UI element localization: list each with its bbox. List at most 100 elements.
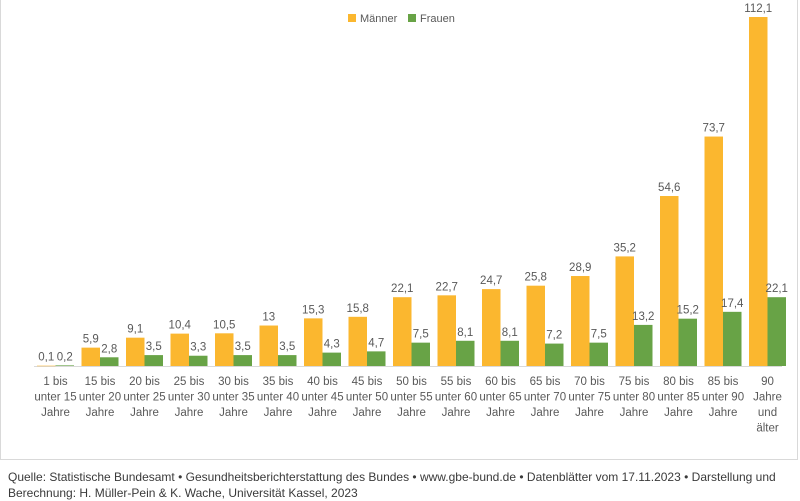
- data-label: 13: [262, 312, 275, 324]
- bar-frauen: [55, 365, 74, 366]
- x-tick-label: Jahre: [753, 392, 782, 404]
- x-tick-label: 75 bis: [619, 376, 650, 388]
- data-label: 5,9: [83, 334, 99, 346]
- bar-frauen: [678, 318, 697, 366]
- x-tick-label: 85 bis: [708, 376, 739, 388]
- data-label: 3,5: [235, 341, 251, 353]
- bar-frauen: [100, 357, 119, 366]
- x-tick-label: 45 bis: [352, 376, 383, 388]
- bar-männer: [170, 333, 189, 366]
- data-label: 3,5: [146, 341, 162, 353]
- x-tick-label: Jahre: [531, 407, 560, 419]
- x-tick-label: unter 15: [34, 392, 76, 404]
- x-tick-label: 80 bis: [663, 376, 694, 388]
- data-label: 4,3: [324, 339, 340, 351]
- bar-männer: [571, 276, 590, 366]
- chart-area: [0, 0, 798, 460]
- bar-männer: [660, 196, 679, 366]
- x-tick-label: älter: [756, 423, 779, 435]
- x-tick-label: 40 bis: [307, 376, 338, 388]
- x-tick-label: unter 40: [257, 392, 299, 404]
- data-label: 8,1: [457, 327, 473, 339]
- x-tick-label: 50 bis: [396, 376, 427, 388]
- data-label: 10,4: [169, 320, 192, 332]
- data-label: 15,3: [302, 304, 324, 316]
- x-tick-label: unter 30: [168, 392, 210, 404]
- legend-swatch-männer: [348, 14, 356, 22]
- data-label: 17,4: [721, 298, 744, 310]
- x-tick-label: 55 bis: [441, 376, 472, 388]
- data-label: 22,1: [391, 283, 413, 295]
- bar-männer: [126, 337, 145, 366]
- x-tick-label: 1 bis: [43, 376, 68, 388]
- data-label: 4,7: [368, 337, 384, 349]
- data-label: 2,8: [101, 343, 117, 355]
- bar-frauen: [411, 342, 430, 366]
- x-tick-label: Jahre: [486, 407, 515, 419]
- x-tick-label: unter 45: [301, 392, 343, 404]
- data-label: 35,2: [614, 242, 636, 254]
- x-tick-label: unter 55: [390, 392, 432, 404]
- x-tick-label: unter 60: [435, 392, 477, 404]
- bar-männer: [437, 295, 456, 366]
- bar-frauen: [189, 355, 208, 366]
- data-label: 13,2: [632, 311, 654, 323]
- bar-männer: [348, 316, 367, 366]
- bar-männer: [215, 333, 234, 366]
- x-tick-label: 35 bis: [263, 376, 294, 388]
- data-label: 54,6: [658, 182, 680, 194]
- bar-frauen: [367, 351, 386, 366]
- x-tick-label: unter 70: [524, 392, 566, 404]
- bar-frauen: [589, 342, 608, 366]
- data-label: 8,1: [502, 327, 518, 339]
- x-tick-label: 60 bis: [485, 376, 516, 388]
- legend-swatch-frauen: [408, 14, 416, 22]
- x-tick-label: Jahre: [664, 407, 693, 419]
- x-tick-label: unter 75: [568, 392, 610, 404]
- x-tick-label: 30 bis: [218, 376, 249, 388]
- x-tick-label: unter 90: [702, 392, 744, 404]
- bar-frauen: [144, 355, 163, 366]
- data-label: 7,5: [591, 329, 607, 341]
- bar-männer: [393, 297, 412, 366]
- bar-frauen: [456, 340, 475, 366]
- data-label: 3,5: [279, 341, 295, 353]
- x-tick-label: unter 80: [613, 392, 655, 404]
- source-footer: Quelle: Statistische Bundesamt • Gesundh…: [8, 470, 776, 500]
- x-tick-label: und: [758, 407, 777, 419]
- x-tick-label: Jahre: [575, 407, 604, 419]
- bar-männer: [304, 318, 323, 366]
- data-label: 15,2: [677, 305, 699, 317]
- x-tick-label: Jahre: [264, 407, 293, 419]
- bar-männer: [37, 365, 56, 367]
- x-tick-label: 90: [761, 376, 774, 388]
- x-tick-label: 25 bis: [174, 376, 205, 388]
- data-label: 24,7: [480, 275, 502, 287]
- x-tick-label: Jahre: [41, 407, 70, 419]
- legend-label-frauen: Frauen: [420, 13, 455, 25]
- bar-frauen: [322, 352, 341, 366]
- data-label: 22,7: [436, 281, 458, 293]
- bar-frauen: [767, 297, 786, 366]
- x-tick-label: Jahre: [397, 407, 426, 419]
- x-tick-label: Jahre: [219, 407, 248, 419]
- bar-männer: [749, 17, 768, 366]
- data-label: 7,2: [546, 330, 562, 342]
- x-tick-label: unter 25: [123, 392, 165, 404]
- x-tick-label: Jahre: [130, 407, 159, 419]
- x-tick-label: Jahre: [442, 407, 471, 419]
- x-tick-label: Jahre: [353, 407, 382, 419]
- bar-männer: [615, 256, 634, 366]
- data-label: 0,2: [57, 351, 73, 363]
- bar-frauen: [634, 324, 653, 366]
- x-tick-label: 15 bis: [85, 376, 116, 388]
- bar-männer: [259, 325, 278, 366]
- bar-männer: [482, 289, 501, 366]
- bar-frauen: [233, 355, 252, 366]
- bar-männer: [526, 285, 545, 366]
- data-label: 22,1: [766, 283, 788, 295]
- bar-männer: [704, 136, 723, 366]
- x-tick-label: 20 bis: [129, 376, 160, 388]
- data-label: 25,8: [525, 272, 547, 284]
